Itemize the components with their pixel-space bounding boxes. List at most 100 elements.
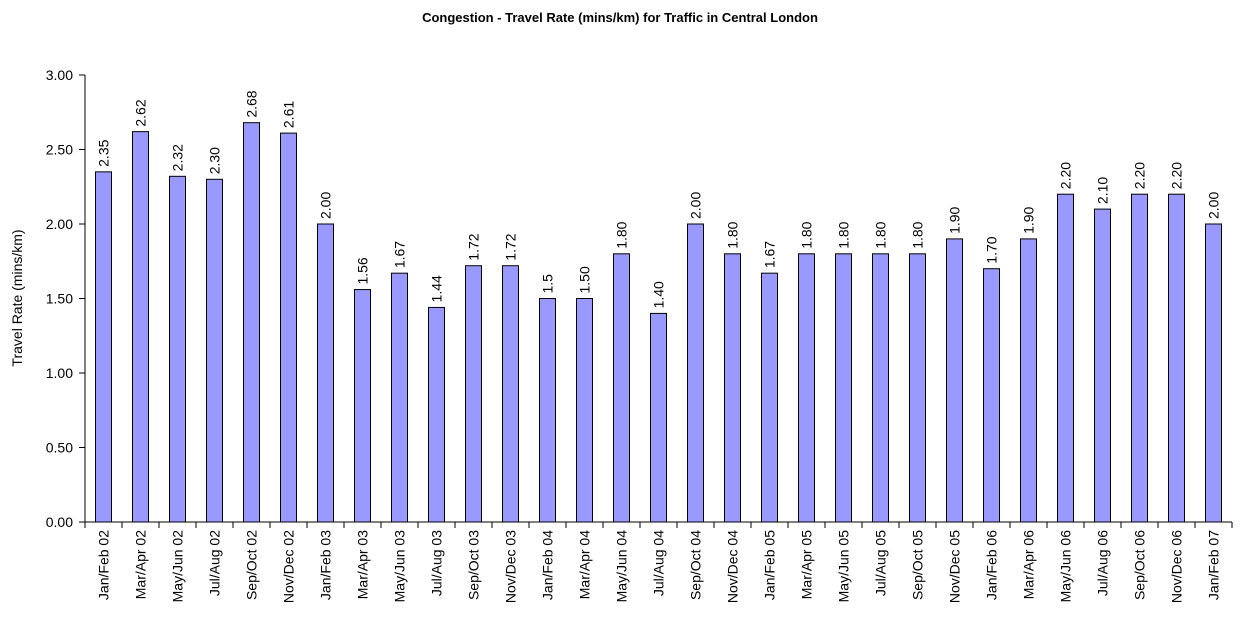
- x-tick-label: Mar/Apr 05: [799, 530, 815, 599]
- bar: [983, 268, 1000, 523]
- bar: [1057, 193, 1074, 523]
- value-label: 1.40: [651, 281, 667, 308]
- x-tick-label: Nov/Dec 06: [1169, 530, 1185, 603]
- x-tick-label: Jan/Feb 04: [540, 530, 556, 600]
- value-label: 2.20: [1132, 162, 1148, 189]
- x-tick-label: Nov/Dec 02: [281, 530, 297, 603]
- bar: [872, 253, 889, 523]
- x-tick-label: Jul/Aug 02: [207, 530, 223, 596]
- bar: [1205, 223, 1222, 523]
- x-tick-label: Sep/Oct 03: [466, 530, 482, 600]
- bar: [132, 131, 149, 523]
- x-tick-label: Sep/Oct 05: [910, 530, 926, 600]
- value-label: 1.67: [392, 241, 408, 268]
- value-label: 2.20: [1169, 162, 1185, 189]
- y-tick-label: 2.00: [46, 216, 73, 232]
- value-label: 2.10: [1095, 177, 1111, 204]
- value-label: 2.61: [281, 101, 297, 128]
- x-tick-label: Nov/Dec 03: [503, 530, 519, 603]
- x-tick-label: May/Jun 04: [614, 530, 630, 603]
- x-tick-label: Jan/Feb 05: [762, 530, 778, 600]
- x-tick-label: Jan/Feb 02: [96, 530, 112, 600]
- bar: [280, 132, 297, 523]
- value-label: 1.50: [577, 266, 593, 293]
- bar: [317, 223, 334, 523]
- value-label: 2.20: [1058, 162, 1074, 189]
- x-tick-label: Nov/Dec 04: [725, 530, 741, 603]
- value-label: 1.80: [614, 221, 630, 248]
- bar: [1094, 208, 1111, 523]
- y-tick-label: 1.00: [46, 365, 73, 381]
- value-label: 2.30: [207, 147, 223, 174]
- bar: [909, 253, 926, 523]
- x-tick-label: Jan/Feb 03: [318, 530, 334, 600]
- x-tick-label: Mar/Apr 06: [1021, 530, 1037, 599]
- x-tick-label: Jul/Aug 06: [1095, 530, 1111, 596]
- bar: [798, 253, 815, 523]
- x-tick-label: Sep/Oct 02: [244, 530, 260, 600]
- value-label: 1.72: [466, 233, 482, 260]
- bar: [1020, 238, 1037, 523]
- value-label: 2.32: [170, 144, 186, 171]
- value-label: 2.00: [1206, 192, 1222, 219]
- chart-title: Congestion - Travel Rate (mins/km) for T…: [422, 10, 818, 25]
- bar: [687, 223, 704, 523]
- x-tick-label: Jan/Feb 07: [1206, 530, 1222, 600]
- value-label: 1.67: [762, 241, 778, 268]
- bar: [650, 312, 667, 523]
- bar: [1168, 193, 1185, 523]
- value-label: 1.80: [799, 221, 815, 248]
- x-tick-label: May/Jun 02: [170, 530, 186, 603]
- x-tick-label: Mar/Apr 02: [133, 530, 149, 599]
- value-label: 1.44: [429, 275, 445, 302]
- bar: [1131, 193, 1148, 523]
- x-tick-label: Mar/Apr 04: [577, 530, 593, 599]
- bar: [428, 306, 445, 523]
- bar: [502, 265, 519, 523]
- y-tick-label: 3.00: [46, 67, 73, 83]
- value-label: 1.70: [984, 236, 1000, 263]
- bar: [354, 289, 371, 523]
- value-label: 2.00: [318, 192, 334, 219]
- x-tick-label: Jul/Aug 04: [651, 530, 667, 596]
- bar: [761, 272, 778, 523]
- bar: [724, 253, 741, 523]
- bar: [391, 272, 408, 523]
- value-label: 1.90: [1021, 206, 1037, 233]
- y-axis-title: Travel Rate (mins/km): [9, 229, 25, 366]
- value-label: 1.80: [910, 221, 926, 248]
- x-tick-label: Sep/Oct 06: [1132, 530, 1148, 600]
- bar: [243, 122, 260, 523]
- x-tick-label: Mar/Apr 03: [355, 530, 371, 599]
- x-tick-label: Nov/Dec 05: [947, 530, 963, 603]
- value-label: 2.68: [244, 90, 260, 117]
- x-tick-label: Jul/Aug 03: [429, 530, 445, 596]
- x-tick-label: May/Jun 03: [392, 530, 408, 603]
- value-label: 2.62: [133, 99, 149, 126]
- bar: [835, 253, 852, 523]
- x-tick-label: Sep/Oct 04: [688, 530, 704, 600]
- value-label: 2.00: [688, 192, 704, 219]
- value-label: 2.35: [96, 139, 112, 166]
- x-tick-label: Jan/Feb 06: [984, 530, 1000, 600]
- value-label: 1.80: [873, 221, 889, 248]
- y-tick-label: 1.50: [46, 291, 73, 307]
- x-tick-label: May/Jun 05: [836, 530, 852, 603]
- bar: [169, 175, 186, 523]
- value-label: 1.90: [947, 206, 963, 233]
- value-label: 1.80: [725, 221, 741, 248]
- bar: [465, 265, 482, 523]
- bar: [613, 253, 630, 523]
- y-tick-label: 0.00: [46, 514, 73, 530]
- bar: [946, 238, 963, 523]
- value-label: 1.5: [540, 274, 556, 294]
- bar: [576, 298, 593, 523]
- y-tick-label: 0.50: [46, 440, 73, 456]
- bar: [95, 171, 112, 523]
- bar: [539, 298, 556, 523]
- value-label: 1.80: [836, 221, 852, 248]
- bar: [206, 178, 223, 523]
- x-tick-label: Jul/Aug 05: [873, 530, 889, 596]
